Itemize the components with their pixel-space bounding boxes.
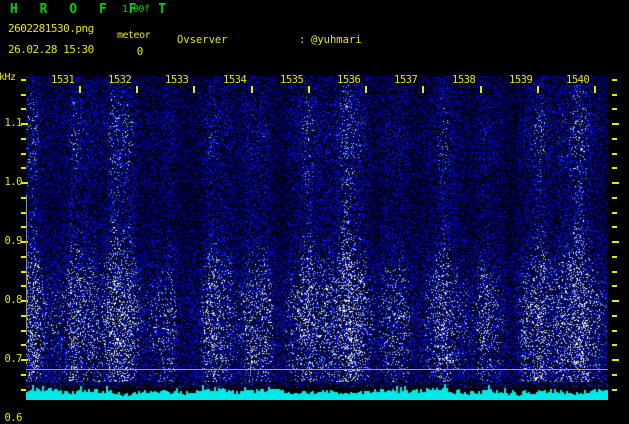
y-axis-label: 1.1	[4, 117, 23, 129]
info-value-observer: @yuhmari	[311, 34, 362, 46]
y-axis-tick-right	[612, 79, 617, 81]
x-axis-label: 1539	[509, 74, 533, 86]
x-axis-label: 1537	[394, 74, 418, 86]
reference-line	[26, 369, 608, 370]
y-axis-tick-left	[21, 374, 26, 376]
x-axis-tick	[594, 86, 596, 93]
y-axis-tick-right	[612, 197, 617, 199]
plot-left-border	[26, 195, 27, 335]
info-row-observer: Ovserver: @yuhmari	[177, 33, 570, 48]
y-axis-tick-right	[612, 344, 617, 346]
y-axis-tick-left	[21, 256, 26, 258]
y-axis-tick-left	[21, 197, 26, 199]
y-axis-tick-left	[21, 300, 28, 302]
y-axis-tick-left	[21, 241, 28, 243]
info-key-observer: Ovserver	[177, 34, 228, 46]
y-axis-tick-left	[21, 123, 28, 125]
y-axis-tick-right	[612, 167, 617, 169]
x-axis-tick	[79, 86, 81, 93]
header-panel: H R O F F T 1.00f 2602281530.png 26.02.2…	[0, 0, 629, 181]
x-axis-label: 1540	[566, 74, 590, 86]
y-axis-tick-right	[612, 256, 617, 258]
x-axis-label: 1535	[280, 74, 304, 86]
y-axis-tick-left	[21, 389, 26, 391]
y-axis-label: 0.7	[4, 353, 23, 365]
y-axis-tick-left	[21, 153, 26, 155]
y-axis-tick-right	[612, 285, 617, 287]
y-axis-tick-right	[612, 138, 617, 140]
spectrogram-canvas	[26, 76, 608, 400]
y-axis-tick-left	[21, 315, 26, 317]
y-axis-label: 0.6	[4, 412, 23, 424]
x-axis-tick	[365, 86, 367, 93]
y-axis-tick-right	[612, 123, 619, 125]
spectrogram-image	[26, 76, 608, 400]
info-sep-observer: :	[299, 34, 306, 46]
app-title: H R O F F T	[10, 2, 174, 17]
app-version-label: 1.00f	[122, 4, 150, 15]
y-axis-tick-right	[612, 182, 619, 184]
y-axis-title: kHz	[0, 72, 16, 83]
y-axis-tick-right	[612, 330, 617, 332]
y-axis-tick-right	[612, 241, 619, 243]
y-axis-label: 0.9	[4, 235, 23, 247]
x-axis-label: 1533	[165, 74, 189, 86]
x-axis-label: 1538	[452, 74, 476, 86]
y-axis-tick-left	[21, 138, 26, 140]
y-axis-tick-left	[21, 212, 26, 214]
y-axis-tick-right	[612, 226, 617, 228]
y-axis-tick-left	[21, 167, 26, 169]
y-axis-tick-left	[21, 271, 26, 273]
meteor-count-label: meteor	[117, 30, 151, 41]
y-axis-tick-left	[21, 226, 26, 228]
y-axis-tick-left	[21, 108, 26, 110]
y-axis-tick-right	[612, 389, 617, 391]
date-time-label: 26.02.28 15:30	[8, 43, 94, 56]
y-axis-tick-left	[21, 182, 28, 184]
y-axis-tick-right	[612, 212, 617, 214]
y-axis-tick-right	[612, 300, 619, 302]
y-axis-tick-left	[21, 79, 26, 81]
y-axis-tick-right	[612, 94, 617, 96]
spectrogram-plot: kHz 1.1 1.0 0.9 0.8 0.7 0.6 1531 1532 1533 1534 1…	[0, 70, 629, 424]
y-axis-tick-right	[612, 108, 617, 110]
meteor-count-value: 0	[136, 45, 144, 58]
x-axis-tick	[251, 86, 253, 93]
amplitude-trace	[26, 382, 608, 400]
file-name-label: 2602281530.png	[8, 22, 94, 35]
y-axis-tick-right	[612, 153, 617, 155]
y-axis-tick-right	[612, 315, 617, 317]
y-axis-tick-right	[612, 271, 617, 273]
y-axis-tick-left	[21, 285, 26, 287]
y-axis-tick-left	[21, 344, 26, 346]
x-axis-tick	[136, 86, 138, 93]
y-axis-tick-right	[612, 359, 619, 361]
x-axis-tick	[193, 86, 195, 93]
x-axis-tick	[308, 86, 310, 93]
y-axis-tick-right	[612, 374, 617, 376]
y-axis-label: 1.0	[4, 176, 23, 188]
y-axis-tick-left	[21, 330, 26, 332]
x-axis-tick	[537, 86, 539, 93]
x-axis-label: 1536	[337, 74, 361, 86]
x-axis-tick	[480, 86, 482, 93]
x-axis-label: 1534	[223, 74, 247, 86]
amplitude-trace-canvas	[26, 382, 608, 400]
y-axis-label: 0.8	[4, 294, 23, 306]
x-axis-label: 1531	[51, 74, 75, 86]
y-axis-tick-left	[21, 94, 26, 96]
x-axis-label: 1532	[108, 74, 132, 86]
x-axis-tick	[422, 86, 424, 93]
y-axis-tick-left	[21, 359, 28, 361]
